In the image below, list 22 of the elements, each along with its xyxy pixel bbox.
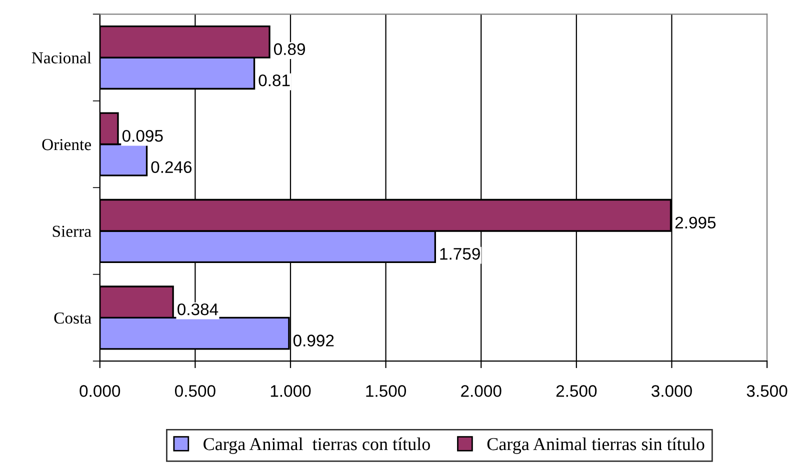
data-label: 0.81	[258, 74, 290, 86]
y-tick-label: Nacional	[32, 52, 92, 64]
data-label: 0.095	[122, 130, 163, 142]
y-tick-label: Sierra	[52, 226, 92, 237]
x-tick-label: 3.000	[652, 385, 692, 397]
data-label: 0.992	[293, 334, 334, 346]
data-label: 0.89	[274, 43, 305, 56]
data-label: 1.759	[440, 248, 480, 260]
data-label: 2.995	[675, 216, 716, 229]
x-tick-label: 2.000	[461, 385, 502, 397]
y-tick-label: Oriente	[42, 139, 91, 150]
legend-label: Carga Animal tierras sin título	[487, 437, 704, 454]
data-label: 0.384	[178, 303, 218, 316]
x-tick-label: 0.500	[174, 385, 216, 397]
x-tick-label: 3.500	[746, 385, 788, 397]
x-tick-label: 0.000	[80, 385, 120, 397]
x-tick-label: 1.000	[270, 385, 311, 397]
y-tick-label: Costa	[54, 312, 92, 324]
legend-label: Carga Animal tierras con título	[204, 437, 430, 454]
x-tick-label: 2.500	[556, 385, 597, 397]
x-tick-label: 1.500	[366, 385, 406, 397]
data-label: 0.246	[151, 161, 192, 174]
